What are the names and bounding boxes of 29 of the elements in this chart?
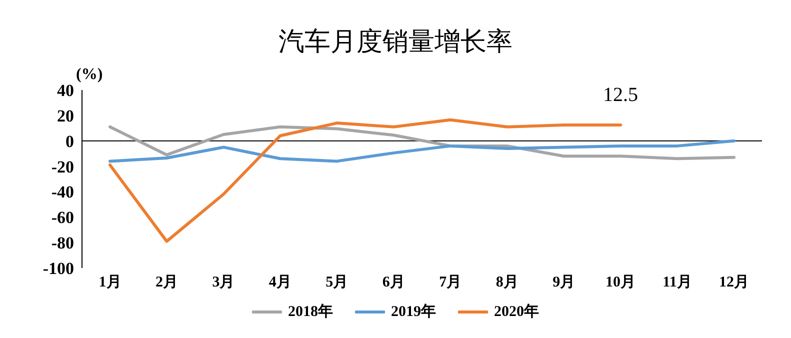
y-tick-label: -60 (51, 208, 74, 228)
y-tick-label: 0 (66, 132, 74, 151)
y-axis-title: (%) (76, 66, 103, 84)
line-series (108, 125, 736, 160)
y-tick-label: 40 (57, 81, 74, 100)
y-tick-label: -20 (51, 157, 74, 176)
x-tick-label: 12月 (719, 274, 749, 291)
x-tick-label: 6月 (382, 274, 405, 291)
y-tick-label: -100 (42, 259, 74, 278)
x-tick-label: 9月 (552, 274, 576, 291)
chart-title: 汽车月度销量增长率 (278, 26, 514, 58)
legend-label: 2018年 (288, 302, 333, 321)
y-tick-label: 20 (57, 106, 74, 126)
legend-label: 2020年 (494, 302, 539, 321)
x-tick-label: 3月 (212, 274, 235, 291)
y-tick-label: -40 (51, 182, 74, 202)
x-tick-label: 5月 (326, 274, 348, 291)
x-tick-label: 1月 (98, 274, 122, 291)
data-label: 12.5 (603, 84, 638, 106)
x-tick-label: 2月 (155, 274, 178, 291)
x-tick-label: 11月 (662, 274, 692, 291)
y-tick-label: -80 (51, 234, 74, 253)
line-series (108, 118, 622, 243)
legend-label: 2019年 (391, 302, 436, 321)
x-tick-label: 7月 (439, 274, 462, 291)
x-tick-label: 10月 (606, 274, 636, 291)
x-tick-label: 4月 (268, 274, 292, 291)
line-series (108, 139, 736, 163)
x-tick-label: 8月 (496, 274, 518, 291)
